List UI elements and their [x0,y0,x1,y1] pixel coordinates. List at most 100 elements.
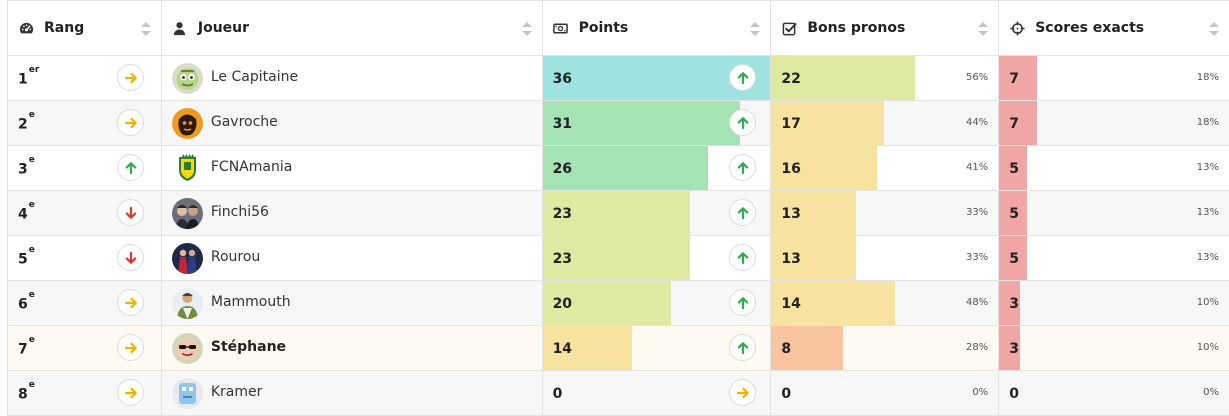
rank-trend-button[interactable] [117,244,144,271]
player-name[interactable]: FCNAmania [210,159,293,175]
bons-percent: 44% [965,117,989,128]
avatar[interactable] [171,108,203,139]
avatar[interactable] [171,63,203,94]
player-cell[interactable]: Gavroche [162,101,543,145]
rank-trend-button[interactable] [117,334,144,361]
header-rank[interactable]: Rang [8,1,162,55]
sort-icon[interactable] [140,22,151,36]
rank-cell: 7e [8,326,162,370]
points-trend-button[interactable] [729,379,757,406]
bons-percent: 41% [965,162,989,173]
sort-icon[interactable] [750,22,761,36]
points-trend-button[interactable] [729,334,757,361]
bons-cell: 17 44% [771,101,1000,145]
bons-percent: 0% [972,387,989,398]
avatar[interactable] [171,153,203,184]
points-bar [542,101,740,145]
scores-percent: 13% [1196,252,1219,263]
rank-number: 3e [18,155,35,178]
player-cell[interactable]: Finchi56 [162,191,543,235]
avatar[interactable] [171,333,203,364]
scores-value: 5 [1009,206,1019,222]
table-row[interactable]: 6e Mammouth 20 14 48% 3 10% [8,281,1229,326]
avatar[interactable] [171,198,203,229]
rank-cell: 3e [8,146,162,190]
table-row[interactable]: 5e Rourou 23 13 33% 5 13% [8,236,1229,281]
points-trend-button[interactable] [729,244,757,271]
player-name[interactable]: Kramer [210,384,263,400]
rank-cell: 4e [8,191,162,235]
bons-value: 17 [781,116,801,132]
bons-value: 8 [781,341,792,357]
rank-value: 1 [18,71,28,88]
rank-number: 2e [18,110,35,133]
player-name[interactable]: Rourou [210,249,261,265]
points-cell: 14 [542,326,772,370]
table-row[interactable]: 3e FCNAmania 26 16 41% 5 13% [8,146,1229,191]
points-trend-button[interactable] [729,109,757,136]
rank-trend-button[interactable] [117,199,144,226]
table-row[interactable]: 1er Le Capitaine 36 22 56% 7 18% [8,56,1229,101]
rank-cell: 8e [8,371,162,415]
sort-icon[interactable] [521,22,532,36]
crosshairs-icon [1009,20,1025,36]
scores-bar [999,191,1028,235]
scores-cell: 5 13% [999,236,1229,280]
scores-value: 7 [1009,116,1019,132]
points-trend-button[interactable] [729,289,757,316]
player-cell[interactable]: Kramer [162,371,543,415]
arrow-down-icon [124,206,138,220]
tachometer-icon [18,20,34,36]
player-cell[interactable]: FCNAmania [162,146,543,190]
points-value: 23 [552,206,573,222]
table-row[interactable]: 4e Finchi56 23 13 33% 5 13% [8,191,1229,236]
avatar[interactable] [171,243,203,274]
avatar[interactable] [171,378,203,409]
rank-trend-button[interactable] [117,154,144,181]
scores-cell: 7 18% [999,56,1229,100]
table-row[interactable]: 2e Gavroche 31 17 44% 7 18% [8,101,1229,146]
points-bar [542,281,671,325]
header-scores[interactable]: Scores exacts [999,1,1229,55]
scores-cell: 0 0% [999,371,1229,415]
table-row[interactable]: 7e Stéphane 14 8 28% 3 10% [8,326,1229,371]
scores-bar [999,146,1028,190]
rank-number: 5e [18,245,35,268]
header-points[interactable]: Points [543,1,772,55]
player-name[interactable]: Gavroche [210,114,278,130]
arrow-up-icon [736,71,750,85]
scores-value: 5 [1009,251,1019,267]
player-name[interactable]: Le Capitaine [210,69,299,85]
player-name[interactable]: Mammouth [210,294,291,310]
bons-bar [771,281,896,325]
rank-trend-button[interactable] [117,379,144,406]
points-trend-button[interactable] [729,64,757,91]
scores-cell: 5 13% [999,191,1229,235]
points-cell: 23 [542,191,772,235]
sort-icon[interactable] [978,22,989,36]
player-cell[interactable]: Le Capitaine [162,56,543,100]
points-trend-button[interactable] [729,154,757,181]
rank-trend-button[interactable] [117,109,144,136]
player-cell[interactable]: Rourou [162,236,543,280]
rank-value: 7 [18,341,28,358]
points-cell: 26 [542,146,772,190]
player-name[interactable]: Stéphane [210,339,287,355]
rank-number: 7e [18,335,35,358]
player-cell[interactable]: Mammouth [162,281,543,325]
header-bons[interactable]: Bons pronos [771,1,1000,55]
arrow-down-icon [124,251,138,265]
points-trend-button[interactable] [729,199,757,226]
table-row[interactable]: 8e Kramer 0 0 0% 0 0% [8,371,1229,416]
scores-value: 3 [1009,341,1019,357]
sort-icon[interactable] [1209,22,1219,36]
avatar[interactable] [171,288,203,319]
player-name[interactable]: Finchi56 [210,204,269,220]
player-cell[interactable]: Stéphane [162,326,543,370]
scores-bar [999,326,1021,370]
arrow-up-icon [124,161,138,175]
header-player[interactable]: Joueur [162,1,543,55]
rank-trend-button[interactable] [117,64,144,91]
rank-trend-button[interactable] [117,289,144,316]
arrow-right-icon [124,296,138,310]
